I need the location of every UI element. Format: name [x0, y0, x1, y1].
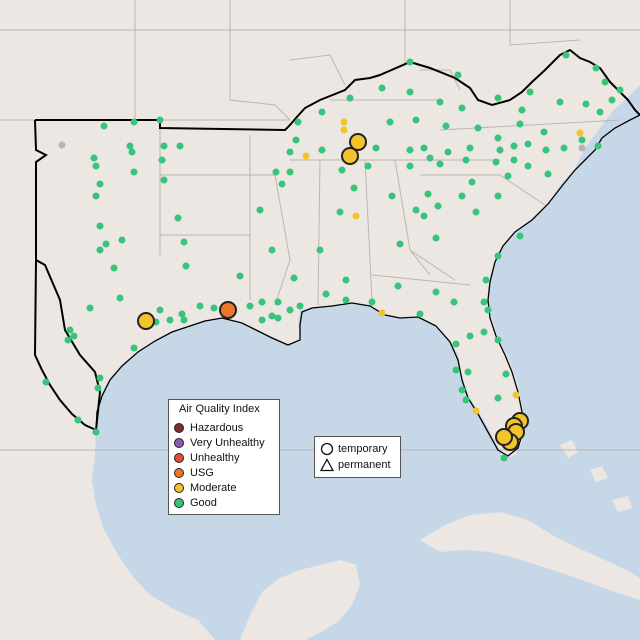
circle-icon: [320, 442, 334, 456]
good-markers: [42, 51, 624, 462]
aqi-legend: Air Quality Index Hazardous Very Unhealt…: [168, 399, 280, 515]
triangle-icon: [320, 458, 334, 472]
hazardous-dot: [174, 423, 184, 433]
legend-label: USG: [190, 467, 214, 479]
legend-label: Very Unhealthy: [190, 437, 265, 449]
land-yucatan: [240, 560, 360, 640]
legend-title: Air Quality Index: [179, 403, 260, 415]
legend-item-permanent: permanent: [320, 458, 391, 472]
coastline: [95, 114, 640, 457]
no-data-markers: [58, 141, 586, 152]
usg-dot: [174, 468, 184, 478]
land-usa: [0, 0, 640, 458]
moderate-dot: [174, 483, 184, 493]
land-bahamas: [560, 440, 632, 512]
legend-label: Good: [190, 497, 217, 509]
monitor-type-legend: temporary permanent: [314, 436, 401, 478]
legend-item-moderate: Moderate: [174, 481, 236, 495]
moderate-small-markers: [302, 118, 584, 415]
legend-label: Hazardous: [190, 422, 244, 434]
land-mexico: [0, 322, 215, 640]
legend-label: Unhealthy: [190, 452, 240, 464]
legend-label: permanent: [338, 459, 391, 471]
legend-item-unhealthy: Unhealthy: [174, 451, 240, 465]
legend-item-very-unhealthy: Very Unhealthy: [174, 436, 265, 450]
legend-label: Moderate: [190, 482, 237, 494]
moderate-large-markers: [137, 133, 529, 451]
legend-item-temporary: temporary: [320, 442, 388, 456]
legend-item-usg: USG: [174, 466, 214, 480]
legend-item-hazardous: Hazardous: [174, 421, 243, 435]
good-dot: [174, 498, 184, 508]
legend-item-good: Good: [174, 496, 217, 510]
land-cuba: [420, 512, 640, 600]
very-unhealthy-dot: [174, 438, 184, 448]
unhealthy-dot: [174, 453, 184, 463]
usg-markers: [219, 301, 237, 319]
legend-label: temporary: [338, 443, 388, 455]
